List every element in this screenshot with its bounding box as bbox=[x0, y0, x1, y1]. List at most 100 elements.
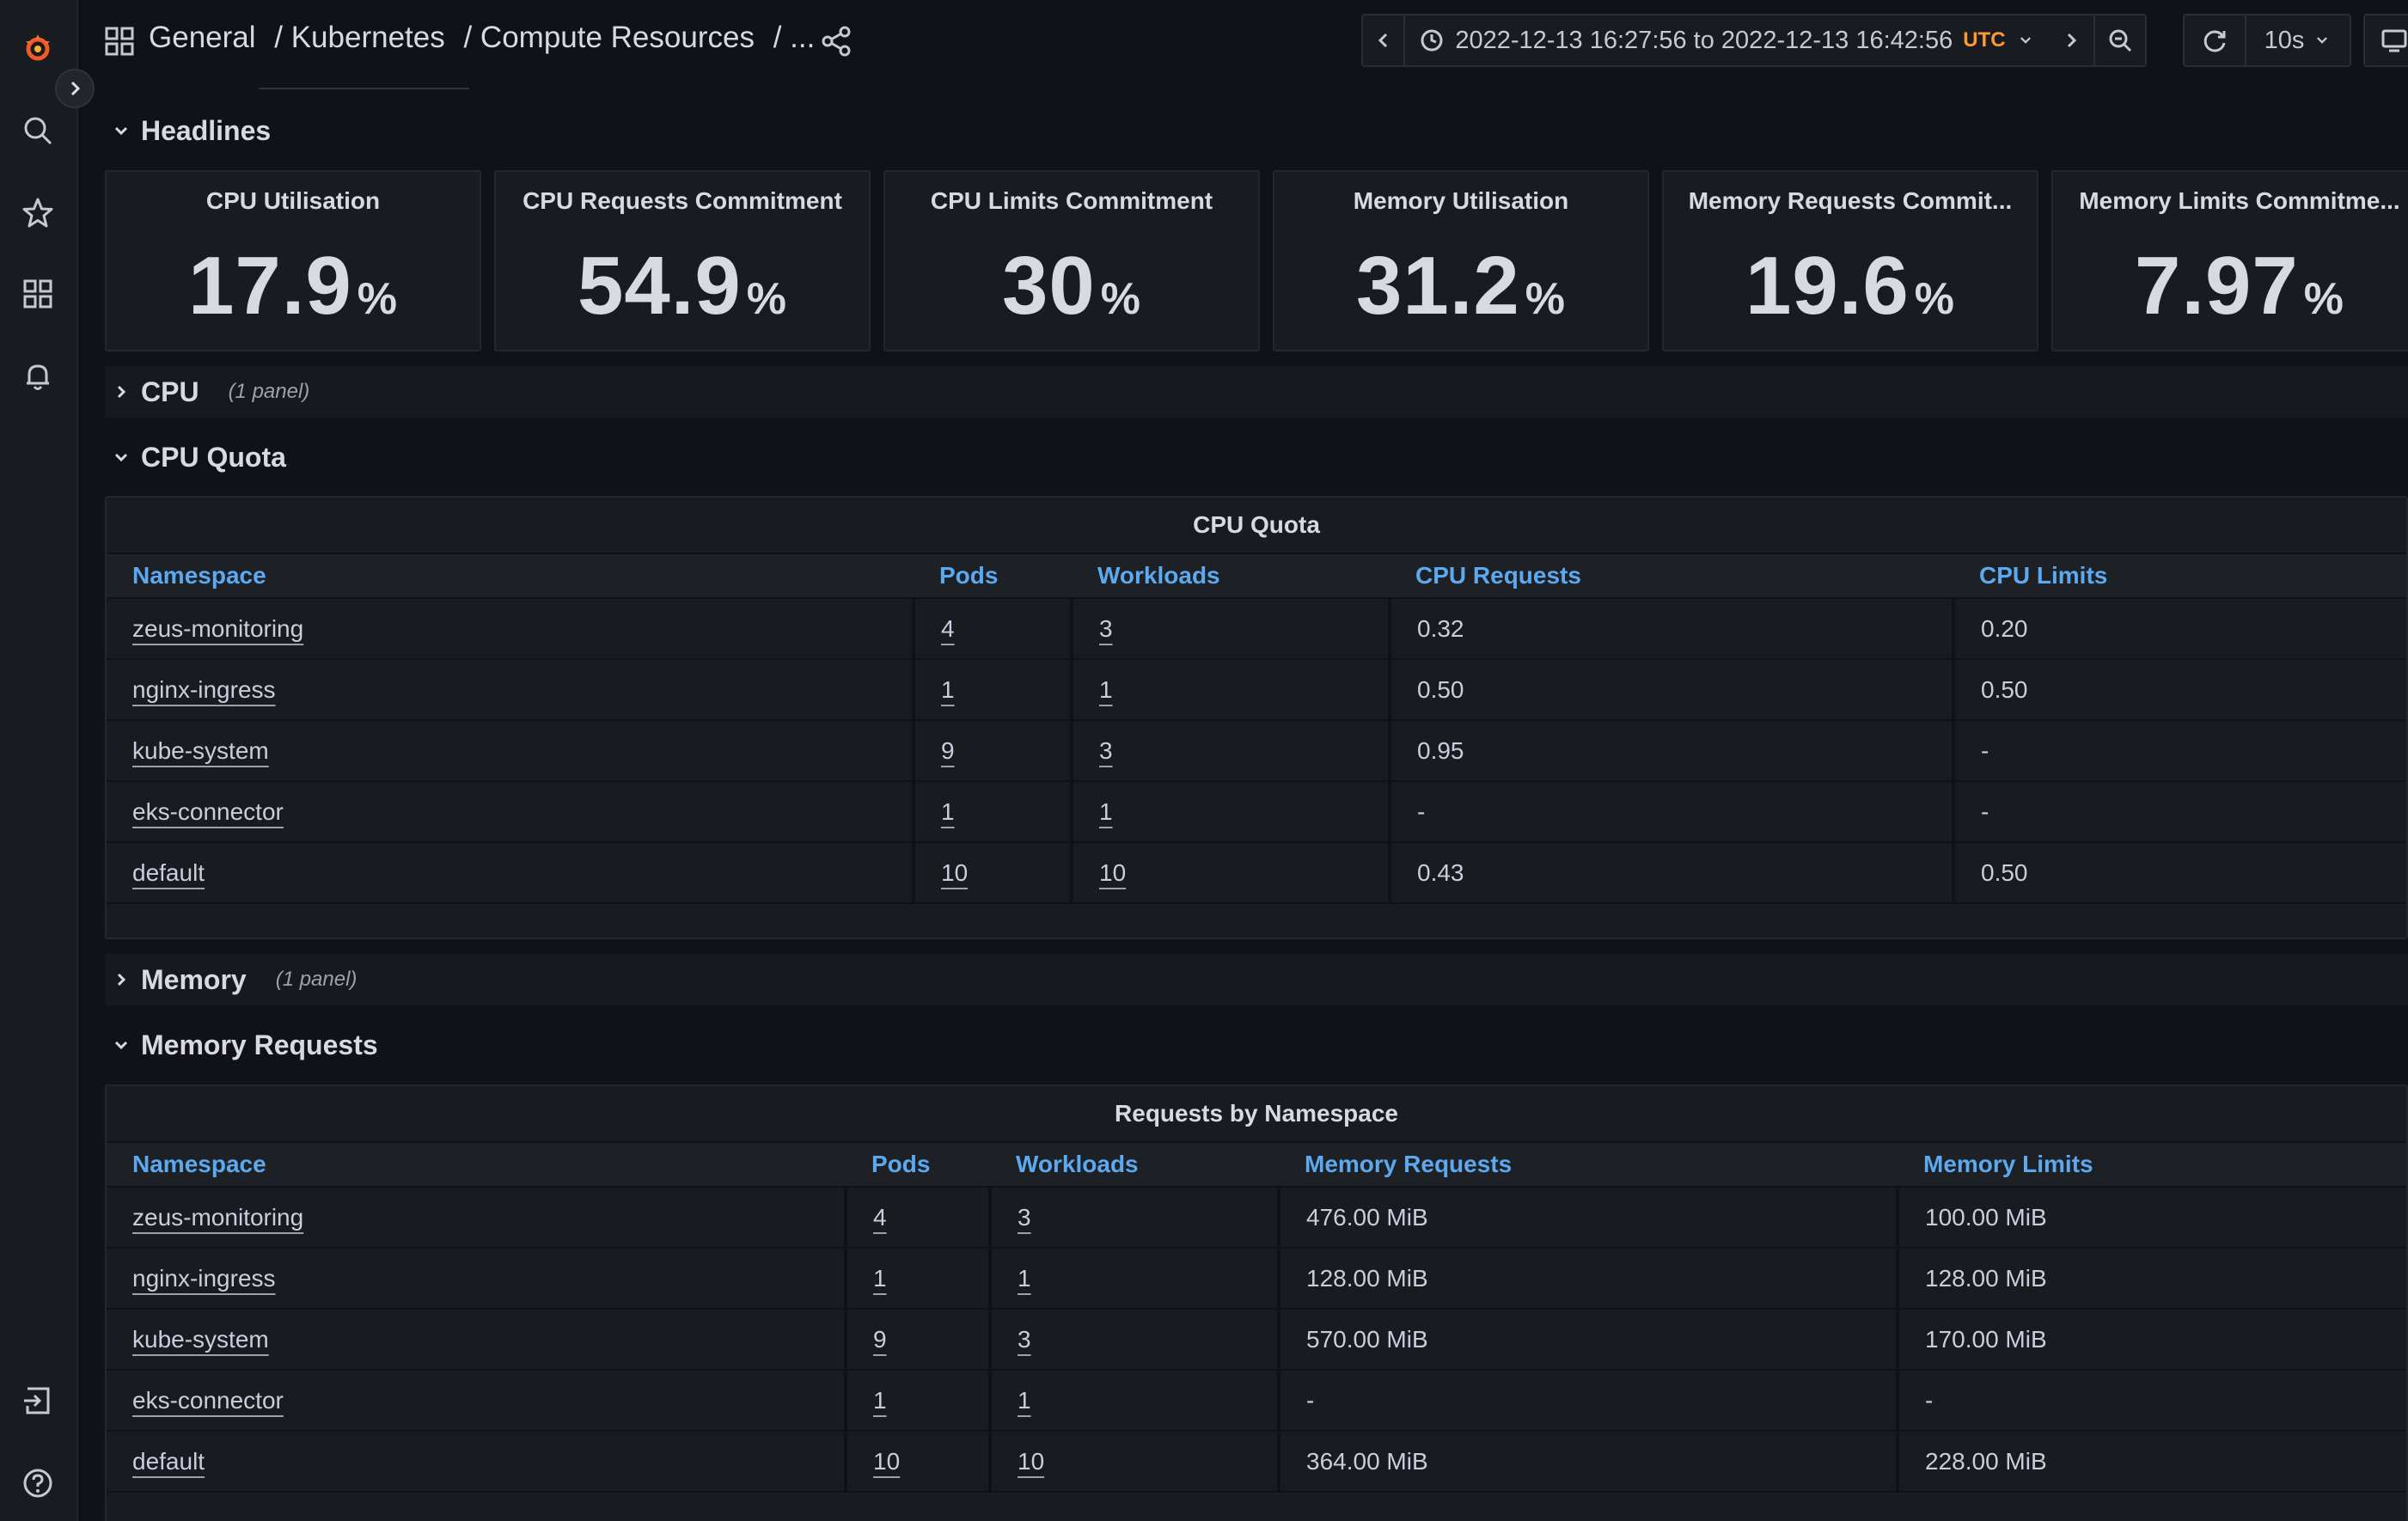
memory-limits-cell: - bbox=[1898, 1370, 2406, 1432]
column-header-memory-limits[interactable]: Memory Limits bbox=[1898, 1141, 2406, 1188]
chevron-down-icon bbox=[2020, 37, 2031, 44]
memory-requests-cell: 476.00 MiB bbox=[1279, 1187, 1899, 1249]
row-title: CPU bbox=[141, 376, 199, 407]
alerting-bell-icon[interactable] bbox=[10, 349, 65, 404]
pods-link[interactable]: 4 bbox=[941, 614, 955, 642]
memory-limits-cell: 228.00 MiB bbox=[1898, 1431, 2406, 1493]
search-icon[interactable] bbox=[10, 103, 65, 158]
namespace-link[interactable]: eks-connector bbox=[132, 797, 284, 825]
panel-title[interactable]: CPU Quota bbox=[1193, 511, 1320, 538]
workloads-link[interactable]: 3 bbox=[1018, 1203, 1031, 1231]
cpu-quota-table: Namespace Pods Workloads CPU Requests CP… bbox=[107, 553, 2406, 904]
workloads-link[interactable]: 1 bbox=[1018, 1386, 1031, 1414]
namespace-link[interactable]: kube-system bbox=[132, 736, 269, 764]
refresh-interval-select[interactable]: 10s bbox=[2246, 27, 2350, 55]
breadcrumb-compute-resources[interactable]: / Compute Resources bbox=[463, 21, 755, 54]
column-header-namespace[interactable]: Namespace bbox=[107, 553, 914, 599]
row-headlines[interactable]: Headlines bbox=[105, 105, 2408, 156]
pods-link[interactable]: 1 bbox=[941, 675, 955, 703]
column-header-workloads[interactable]: Workloads bbox=[1072, 553, 1390, 599]
column-header-namespace[interactable]: Namespace bbox=[107, 1141, 846, 1188]
cpu-requests-cell: 0.95 bbox=[1390, 720, 1955, 782]
breadcrumb-current[interactable]: / ... bbox=[773, 21, 816, 54]
cpu-requests-cell: - bbox=[1390, 781, 1955, 843]
refresh-button[interactable] bbox=[2185, 15, 2246, 65]
stat-panel-memory-limits-commitment[interactable]: Memory Limits Commitme... 7.97% bbox=[2051, 170, 2408, 351]
column-header-workloads[interactable]: Workloads bbox=[990, 1141, 1279, 1188]
stat-panel-cpu-limits-commitment[interactable]: CPU Limits Commitment 30% bbox=[883, 170, 1260, 351]
row-panel-count: (1 panel) bbox=[228, 380, 310, 403]
help-icon[interactable] bbox=[10, 1456, 65, 1511]
stat-panel-cpu-requests-commitment[interactable]: CPU Requests Commitment 54.9% bbox=[494, 170, 871, 351]
memory-requests-cell: 364.00 MiB bbox=[1279, 1431, 1899, 1493]
pods-link[interactable]: 10 bbox=[873, 1447, 901, 1475]
cpu-limits-cell: 0.50 bbox=[1953, 842, 2406, 904]
column-header-pods[interactable]: Pods bbox=[914, 553, 1072, 599]
timezone-label: UTC bbox=[1963, 28, 2006, 52]
time-back-button[interactable] bbox=[1363, 15, 1406, 65]
column-header-cpu-requests[interactable]: CPU Requests bbox=[1390, 553, 1953, 599]
table-header-row: Namespace Pods Workloads CPU Requests CP… bbox=[107, 553, 2406, 599]
namespace-link[interactable]: nginx-ingress bbox=[132, 675, 276, 703]
column-header-memory-requests[interactable]: Memory Requests bbox=[1279, 1141, 1898, 1188]
row-memory-requests[interactable]: Memory Requests bbox=[105, 1019, 2408, 1071]
time-forward-button[interactable] bbox=[2049, 15, 2096, 65]
chevron-left-icon bbox=[1378, 33, 1387, 48]
pods-link[interactable]: 9 bbox=[941, 736, 955, 764]
row-cpu-quota[interactable]: CPU Quota bbox=[105, 431, 2408, 483]
chevron-right-icon bbox=[117, 385, 126, 399]
zoom-out-button[interactable] bbox=[2095, 15, 2145, 65]
time-range-picker[interactable]: 2022-12-13 16:27:56 to 2022-12-13 16:42:… bbox=[1405, 27, 2048, 55]
column-header-pods[interactable]: Pods bbox=[846, 1141, 990, 1188]
workloads-link[interactable]: 3 bbox=[1099, 736, 1113, 764]
sign-in-icon[interactable] bbox=[10, 1373, 65, 1428]
memory-requests-cell: - bbox=[1279, 1370, 1899, 1432]
workloads-link[interactable]: 1 bbox=[1099, 675, 1113, 703]
starred-icon[interactable] bbox=[10, 186, 65, 241]
dashboard-grid-icon bbox=[105, 27, 134, 56]
dashboards-icon[interactable] bbox=[10, 266, 65, 321]
table-row: nginx-ingress 1 1 128.00 MiB 128.00 MiB bbox=[107, 1248, 2406, 1310]
workloads-link[interactable]: 1 bbox=[1099, 797, 1113, 825]
pods-link[interactable]: 10 bbox=[941, 858, 969, 886]
namespace-link[interactable]: default bbox=[132, 1447, 205, 1475]
table-row: zeus-monitoring 4 3 0.32 0.20 bbox=[107, 598, 2406, 660]
workloads-link[interactable]: 1 bbox=[1018, 1264, 1031, 1292]
row-cpu[interactable]: CPU (1 panel) bbox=[105, 366, 2408, 418]
grafana-logo-icon[interactable] bbox=[10, 21, 65, 76]
panel-title[interactable]: Requests by Namespace bbox=[1115, 1100, 1398, 1127]
pods-link[interactable]: 4 bbox=[873, 1203, 887, 1231]
pods-link[interactable]: 1 bbox=[873, 1386, 887, 1414]
tab-underline bbox=[259, 88, 469, 89]
namespace-link[interactable]: kube-system bbox=[132, 1325, 269, 1353]
row-memory[interactable]: Memory (1 panel) bbox=[105, 954, 2408, 1005]
pods-link[interactable]: 9 bbox=[873, 1325, 887, 1353]
namespace-link[interactable]: nginx-ingress bbox=[132, 1264, 276, 1292]
share-icon[interactable] bbox=[819, 24, 853, 58]
workloads-link[interactable]: 3 bbox=[1099, 614, 1113, 642]
stat-panel-memory-utilisation[interactable]: Memory Utilisation 31.2% bbox=[1273, 170, 1649, 351]
row-title: Memory Requests bbox=[141, 1029, 378, 1060]
stat-panel-cpu-utilisation[interactable]: CPU Utilisation 17.9% bbox=[105, 170, 481, 351]
namespace-link[interactable]: zeus-monitoring bbox=[132, 1203, 304, 1231]
row-title: Headlines bbox=[141, 114, 272, 146]
workloads-link[interactable]: 3 bbox=[1018, 1325, 1031, 1353]
refresh-interval-value: 10s bbox=[2264, 26, 2305, 54]
table-row: kube-system 9 3 0.95 - bbox=[107, 720, 2406, 782]
workloads-link[interactable]: 10 bbox=[1099, 858, 1127, 886]
tv-mode-button[interactable] bbox=[2363, 14, 2408, 67]
namespace-link[interactable]: default bbox=[132, 858, 205, 886]
pods-link[interactable]: 1 bbox=[941, 797, 955, 825]
refresh-picker: 10s bbox=[2183, 14, 2351, 67]
breadcrumb-kubernetes[interactable]: / Kubernetes bbox=[274, 21, 445, 54]
namespace-link[interactable]: zeus-monitoring bbox=[132, 614, 304, 642]
namespace-link[interactable]: eks-connector bbox=[132, 1386, 284, 1414]
breadcrumb: General / Kubernetes / Compute Resources… bbox=[149, 21, 825, 55]
top-bar: General / Kubernetes / Compute Resources… bbox=[78, 0, 2408, 89]
pods-link[interactable]: 1 bbox=[873, 1264, 887, 1292]
column-header-cpu-limits[interactable]: CPU Limits bbox=[1953, 553, 2406, 599]
expand-sidebar-button[interactable] bbox=[55, 69, 95, 108]
breadcrumb-general[interactable]: General bbox=[149, 21, 256, 54]
stat-panel-memory-requests-commitment[interactable]: Memory Requests Commit... 19.6% bbox=[1662, 170, 2038, 351]
workloads-link[interactable]: 10 bbox=[1018, 1447, 1045, 1475]
